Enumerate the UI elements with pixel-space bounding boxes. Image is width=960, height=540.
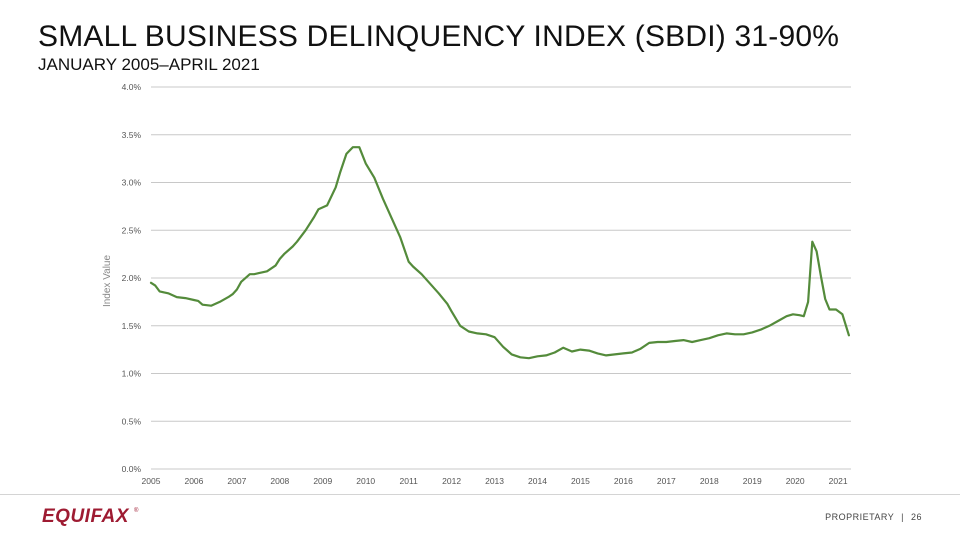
y-tick-labels: 0.0% 0.5% 1.0% 1.5% 2.0% 2.5% 3.0% 3.5% 4.0% — [122, 82, 142, 474]
x-tick-label: 2009 — [313, 476, 332, 486]
y-axis-label: Index Value — [102, 255, 113, 308]
y-tick-label: 0.0% — [122, 464, 142, 474]
x-tick-label: 2017 — [657, 476, 676, 486]
x-tick-label: 2008 — [270, 476, 289, 486]
x-tick-label: 2014 — [528, 476, 547, 486]
page-number: 26 — [910, 512, 922, 522]
x-tick-label: 2011 — [400, 476, 419, 486]
footer-meta: PROPRIETARY | 26 — [821, 512, 922, 522]
x-tick-label: 2013 — [485, 476, 504, 486]
footer-separator: | — [901, 512, 904, 522]
logo-registered-mark: ® — [134, 508, 139, 514]
y-tick-label: 3.0% — [122, 178, 142, 188]
x-tick-label: 2006 — [184, 476, 203, 486]
series-line-sbdi — [149, 146, 851, 360]
x-tick-label: 2007 — [227, 476, 246, 486]
x-tick-label: 2015 — [571, 476, 590, 486]
x-tick-labels: 2005 2006 2007 2008 2009 2010 2011 2012 2013 2014… — [142, 476, 848, 486]
y-tick-label: 1.5% — [122, 321, 142, 331]
slide-subtitle: JANUARY 2005–APRIL 2021 — [38, 55, 260, 74]
x-tick-label: 2012 — [442, 476, 461, 486]
x-tick-label: 2016 — [614, 476, 633, 486]
y-tick-label: 0.5% — [122, 416, 142, 426]
y-tick-label: 2.0% — [122, 273, 142, 283]
x-tick-label: 2021 — [829, 476, 848, 486]
equifax-logo: EQUIFAX — [42, 506, 129, 527]
slide-title: SMALL BUSINESS DELINQUENCY INDEX (SBDI) … — [38, 20, 840, 53]
x-tick-label: 2019 — [743, 476, 762, 486]
y-tick-label: 2.5% — [122, 225, 142, 235]
footer-divider — [0, 494, 960, 495]
series-layer — [149, 146, 851, 360]
y-tick-label: 3.5% — [122, 130, 142, 140]
y-tick-label: 4.0% — [122, 82, 142, 92]
x-tick-label: 2020 — [786, 476, 805, 486]
proprietary-label: PROPRIETARY — [825, 512, 895, 522]
x-tick-label: 2005 — [142, 476, 161, 486]
y-tick-label: 1.0% — [122, 369, 142, 379]
x-tick-label: 2018 — [700, 476, 719, 486]
grid-lines — [151, 86, 851, 470]
x-tick-label: 2010 — [356, 476, 375, 486]
